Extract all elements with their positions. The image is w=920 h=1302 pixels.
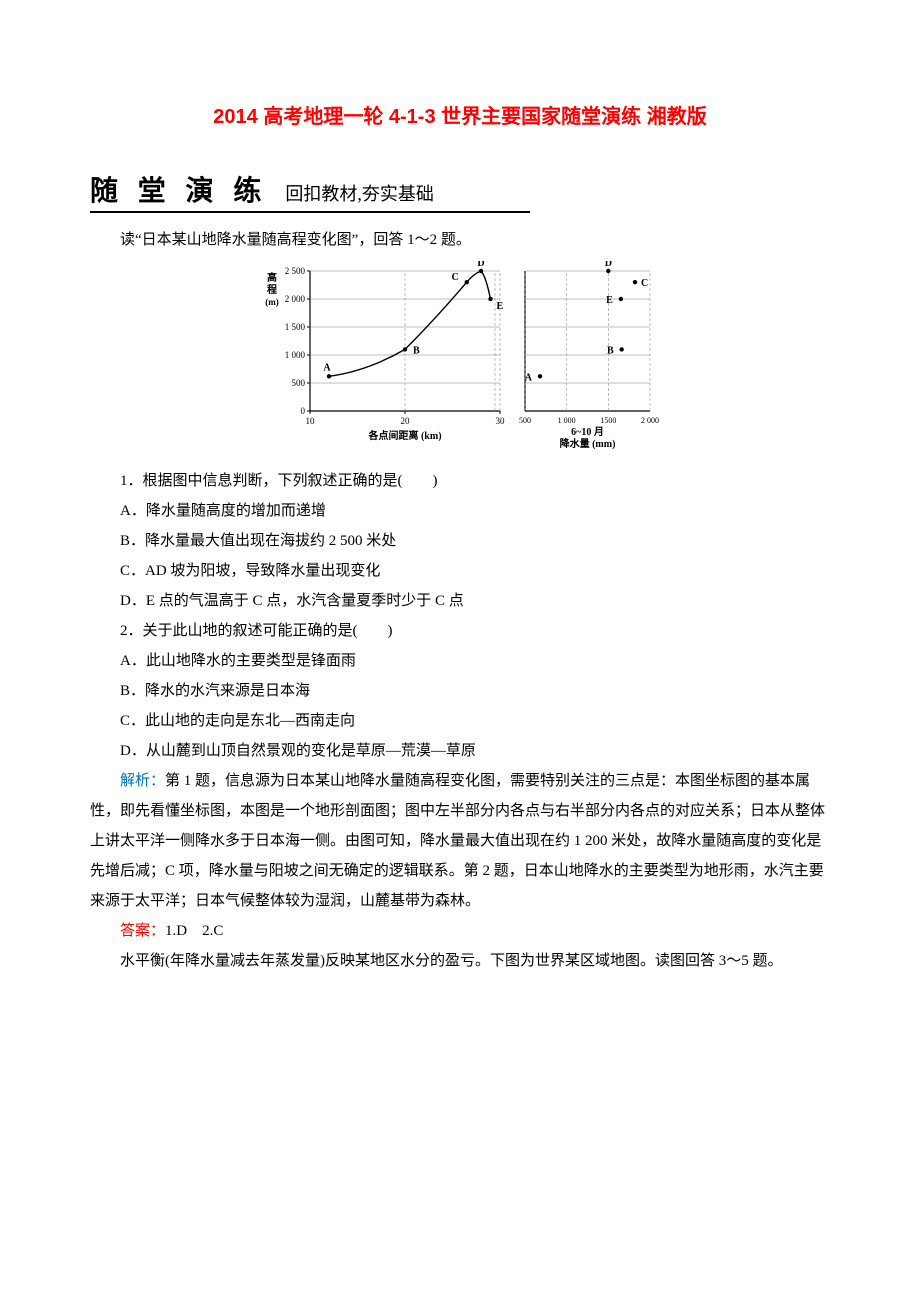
svg-text:D: D [477,261,484,269]
q1-opt-d: D．E 点的气温高于 C 点，水汽含量夏季时少于 C 点 [90,586,830,616]
elevation-precipitation-chart: 0 500 1 000 1 500 2 000 2 500 10 20 30 高程(m) 各点间距离… [250,261,670,451]
q1-opt-a: A．降水量随高度的增加而递增 [90,496,830,526]
q1-opt-b: B．降水量最大值出现在海拔约 2 500 米处 [90,526,830,556]
svg-text:2 000: 2 000 [285,294,306,304]
svg-text:C: C [452,272,459,283]
svg-text:E: E [606,295,613,306]
svg-text:30: 30 [496,416,506,426]
svg-text:2 500: 2 500 [285,266,306,276]
svg-text:程: 程 [267,283,277,296]
svg-text:1 500: 1 500 [285,322,306,332]
svg-text:(m): (m) [265,297,279,307]
svg-text:D: D [605,261,612,269]
svg-text:20: 20 [401,416,411,426]
svg-text:500: 500 [519,416,531,425]
para2: 水平衡(年降水量减去年蒸发量)反映某地区水分的盈亏。下图为世界某区域地图。读图回… [90,946,830,976]
svg-text:500: 500 [292,378,306,388]
analysis: 解析：第 1 题，信息源为日本某山地降水量随高程变化图，需要特别关注的三点是：本… [90,766,830,916]
page-title: 2014 高考地理一轮 4-1-3 世界主要国家随堂演练 湘教版 [90,100,830,129]
answer-label: 答案： [120,923,165,939]
svg-text:C: C [641,278,648,289]
page: 2014 高考地理一轮 4-1-3 世界主要国家随堂演练 湘教版 随 堂 演 练… [0,0,920,1076]
analysis-text: 第 1 题，信息源为日本某山地降水量随高程变化图，需要特别关注的三点是：本图坐标… [90,773,825,909]
svg-text:降水量 (mm): 降水量 (mm) [560,437,616,450]
svg-text:A: A [323,362,331,373]
q2-opt-a: A．此山地降水的主要类型是锋面雨 [90,646,830,676]
svg-text:1 000: 1 000 [558,416,576,425]
q1-opt-c: C．AD 坡为阳坡，导致降水量出现变化 [90,556,830,586]
q2-opt-d: D．从山麓到山顶自然景观的变化是草原—荒漠—草原 [90,736,830,766]
answer: 答案：1.D 2.C [90,916,830,946]
svg-text:2 000: 2 000 [641,416,659,425]
svg-text:B: B [607,345,614,356]
svg-text:B: B [413,345,420,356]
svg-text:6~10 月: 6~10 月 [571,426,604,438]
section-header-sub: 回扣教材,夯实基础 [285,180,434,206]
section-header: 随 堂 演 练 回扣教材,夯实基础 [90,169,530,213]
svg-text:高: 高 [267,271,277,284]
svg-text:A: A [525,372,533,383]
svg-text:E: E [497,301,504,312]
section-header-main: 随 堂 演 练 [90,169,267,209]
chart-container: 0 500 1 000 1 500 2 000 2 500 10 20 30 高程(m) 各点间距离… [90,261,830,456]
q2-opt-c: C．此山地的走向是东北—西南走向 [90,706,830,736]
svg-text:0: 0 [301,406,306,416]
svg-text:各点间距离 (km): 各点间距离 (km) [367,429,441,442]
intro-text: 读“日本某山地降水量随高程变化图”，回答 1～2 题。 [90,225,830,255]
q1-stem: 1．根据图中信息判断，下列叙述正确的是( ) [90,466,830,496]
q2-stem: 2．关于此山地的叙述可能正确的是( ) [90,616,830,646]
analysis-label: 解析： [120,773,165,789]
answer-text: 1.D 2.C [165,923,223,939]
svg-text:10: 10 [306,416,316,426]
svg-text:1500: 1500 [600,416,616,425]
q2-opt-b: B．降水的水汽来源是日本海 [90,676,830,706]
svg-text:1 000: 1 000 [285,350,306,360]
